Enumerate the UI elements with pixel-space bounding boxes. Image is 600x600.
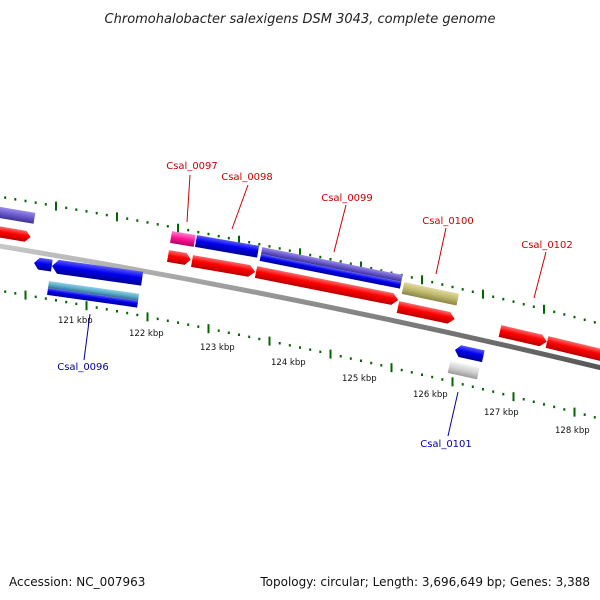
- gene-label-csal-0100[interactable]: Csal_0100: [422, 216, 474, 227]
- gene-csal-0098[interactable]: [194, 235, 260, 258]
- leader-csal-0098: [231, 184, 249, 230]
- gene-labels: Csal_0097 Csal_0098 Csal_0099 Csal_0100 …: [57, 161, 573, 450]
- kbp-label: 127 kbp: [484, 408, 519, 418]
- gene-feature[interactable]: [167, 250, 192, 266]
- gene-csal-0097[interactable]: [170, 231, 196, 247]
- gene-label-csal-0098[interactable]: Csal_0098: [221, 172, 273, 183]
- gene-feature[interactable]: [454, 344, 485, 363]
- leader-csal-0100: [435, 227, 447, 275]
- gene-label-csal-0097[interactable]: Csal_0097: [166, 161, 218, 172]
- leader-csal-0102: [533, 251, 547, 299]
- gene-csal-0101[interactable]: [447, 361, 480, 380]
- leader-csal-0099: [333, 204, 347, 253]
- genome-backbone: [0, 243, 600, 371]
- gene-feature[interactable]: [0, 224, 31, 243]
- gene-label-leaders: [83, 174, 547, 437]
- gene-feature[interactable]: [254, 266, 400, 306]
- leader-csal-0097: [186, 174, 191, 223]
- forward-strand-genes: [0, 205, 600, 365]
- gene-label-csal-0102[interactable]: Csal_0102: [521, 240, 573, 251]
- kbp-labels: 121 kbp 122 kbp 123 kbp 124 kbp 125 kbp …: [58, 316, 590, 436]
- tick-tracks: [4, 196, 596, 419]
- gene-label-csal-0099[interactable]: Csal_0099: [321, 193, 373, 204]
- kbp-label: 125 kbp: [342, 374, 377, 384]
- gene-csal-0099[interactable]: [259, 247, 403, 289]
- gene-label-csal-0096[interactable]: Csal_0096: [57, 362, 109, 373]
- gene-csal-0100[interactable]: [401, 282, 460, 306]
- accession-text: Accession: NC_007963: [9, 575, 145, 589]
- gene-feature[interactable]: [396, 301, 456, 325]
- map-title: Chromohalobacter salexigens DSM 3043, co…: [105, 12, 496, 27]
- kbp-label: 126 kbp: [413, 390, 448, 400]
- gene-feature[interactable]: [33, 257, 53, 272]
- gene-label-csal-0101[interactable]: Csal_0101: [420, 439, 472, 450]
- kbp-label: 121 kbp: [58, 316, 93, 326]
- gene-csal-0096[interactable]: [47, 281, 140, 308]
- kbp-label: 124 kbp: [271, 358, 306, 368]
- kbp-label: 123 kbp: [200, 343, 235, 353]
- reverse-strand-genes: [33, 257, 485, 380]
- leader-csal-0096: [83, 313, 91, 361]
- gene-feature[interactable]: [0, 205, 36, 224]
- gene-feature[interactable]: [545, 336, 600, 365]
- gene-feature[interactable]: [51, 259, 144, 286]
- kbp-label: 122 kbp: [129, 329, 164, 339]
- genome-summary-text: Topology: circular; Length: 3,696,649 bp…: [259, 575, 590, 589]
- leader-csal-0101: [447, 391, 459, 437]
- gene-feature[interactable]: [190, 255, 256, 278]
- gene-csal-0102[interactable]: [498, 325, 548, 347]
- kbp-label: 128 kbp: [555, 426, 590, 436]
- inner-tick-track: [4, 290, 596, 419]
